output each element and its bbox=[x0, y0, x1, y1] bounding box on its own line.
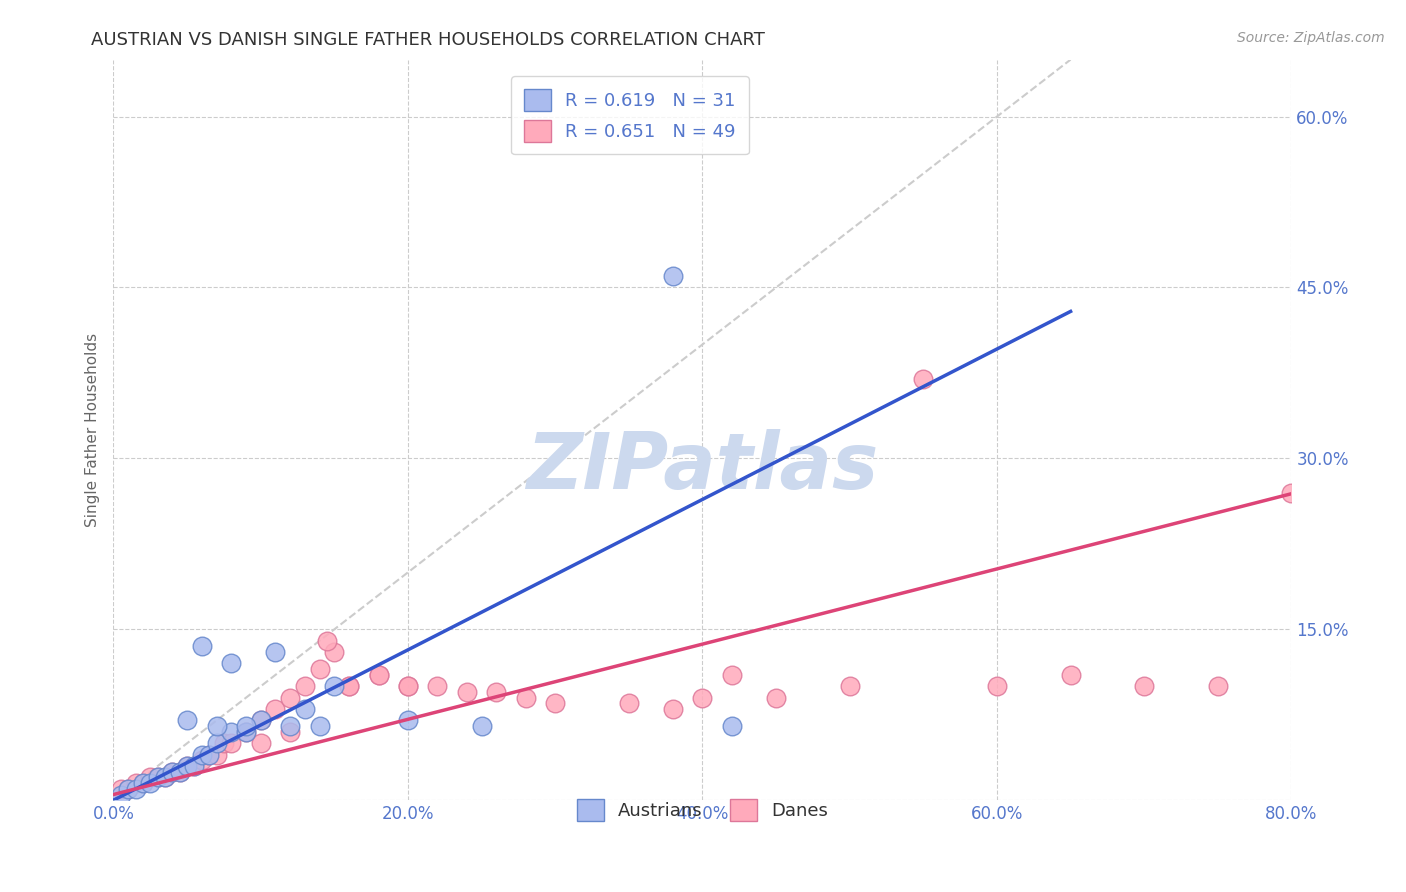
Point bbox=[162, 764, 184, 779]
Text: AUSTRIAN VS DANISH SINGLE FATHER HOUSEHOLDS CORRELATION CHART: AUSTRIAN VS DANISH SINGLE FATHER HOUSEHO… bbox=[91, 31, 765, 49]
Point bbox=[471, 719, 494, 733]
Point bbox=[838, 679, 860, 693]
Point bbox=[1133, 679, 1156, 693]
Point bbox=[110, 788, 132, 802]
Point bbox=[169, 764, 191, 779]
Point bbox=[308, 662, 330, 676]
Point bbox=[396, 714, 419, 728]
Point bbox=[176, 759, 198, 773]
Point bbox=[132, 776, 155, 790]
Text: Source: ZipAtlas.com: Source: ZipAtlas.com bbox=[1237, 31, 1385, 45]
Point bbox=[117, 781, 139, 796]
Point bbox=[721, 719, 744, 733]
Point bbox=[337, 679, 360, 693]
Point bbox=[205, 747, 228, 762]
Point bbox=[235, 724, 257, 739]
Text: ZIPatlas: ZIPatlas bbox=[526, 429, 879, 505]
Point bbox=[912, 371, 935, 385]
Point bbox=[169, 764, 191, 779]
Point bbox=[278, 719, 301, 733]
Point bbox=[264, 702, 287, 716]
Point bbox=[132, 776, 155, 790]
Point bbox=[176, 714, 198, 728]
Point bbox=[183, 759, 205, 773]
Point bbox=[1281, 485, 1303, 500]
Point bbox=[544, 697, 567, 711]
Point bbox=[198, 747, 221, 762]
Point bbox=[139, 776, 162, 790]
Point bbox=[662, 269, 685, 284]
Point bbox=[396, 679, 419, 693]
Point bbox=[235, 724, 257, 739]
Point bbox=[278, 690, 301, 705]
Point bbox=[221, 724, 243, 739]
Point bbox=[249, 714, 271, 728]
Point bbox=[191, 640, 214, 654]
Point bbox=[765, 690, 787, 705]
Point bbox=[294, 679, 316, 693]
Point bbox=[191, 747, 214, 762]
Point bbox=[294, 702, 316, 716]
Point bbox=[323, 645, 346, 659]
Point bbox=[692, 690, 714, 705]
Point bbox=[367, 668, 389, 682]
Point bbox=[183, 759, 205, 773]
Point bbox=[662, 702, 685, 716]
Point bbox=[337, 679, 360, 693]
Point bbox=[153, 771, 176, 785]
Point bbox=[221, 736, 243, 750]
Point bbox=[221, 657, 243, 671]
Point bbox=[212, 736, 235, 750]
Point bbox=[191, 753, 214, 767]
Y-axis label: Single Father Households: Single Father Households bbox=[86, 333, 100, 527]
Point bbox=[249, 736, 271, 750]
Point bbox=[396, 679, 419, 693]
Point bbox=[515, 690, 537, 705]
Point bbox=[153, 771, 176, 785]
Point bbox=[1059, 668, 1081, 682]
Point bbox=[146, 771, 169, 785]
Point bbox=[323, 679, 346, 693]
Point bbox=[139, 771, 162, 785]
Point bbox=[1206, 679, 1229, 693]
Point bbox=[986, 679, 1008, 693]
Point bbox=[426, 679, 449, 693]
Point bbox=[205, 736, 228, 750]
Point bbox=[176, 759, 198, 773]
Legend: Austrians, Danes: Austrians, Danes bbox=[562, 785, 842, 836]
Point bbox=[264, 645, 287, 659]
Point bbox=[117, 781, 139, 796]
Point bbox=[278, 724, 301, 739]
Point bbox=[124, 781, 146, 796]
Point bbox=[205, 719, 228, 733]
Point bbox=[617, 697, 640, 711]
Point bbox=[198, 747, 221, 762]
Point bbox=[235, 719, 257, 733]
Point bbox=[110, 781, 132, 796]
Point bbox=[367, 668, 389, 682]
Point bbox=[456, 685, 478, 699]
Point bbox=[249, 714, 271, 728]
Point bbox=[721, 668, 744, 682]
Point bbox=[316, 633, 339, 648]
Point bbox=[308, 719, 330, 733]
Point bbox=[485, 685, 508, 699]
Point bbox=[162, 764, 184, 779]
Point bbox=[124, 776, 146, 790]
Point bbox=[146, 771, 169, 785]
